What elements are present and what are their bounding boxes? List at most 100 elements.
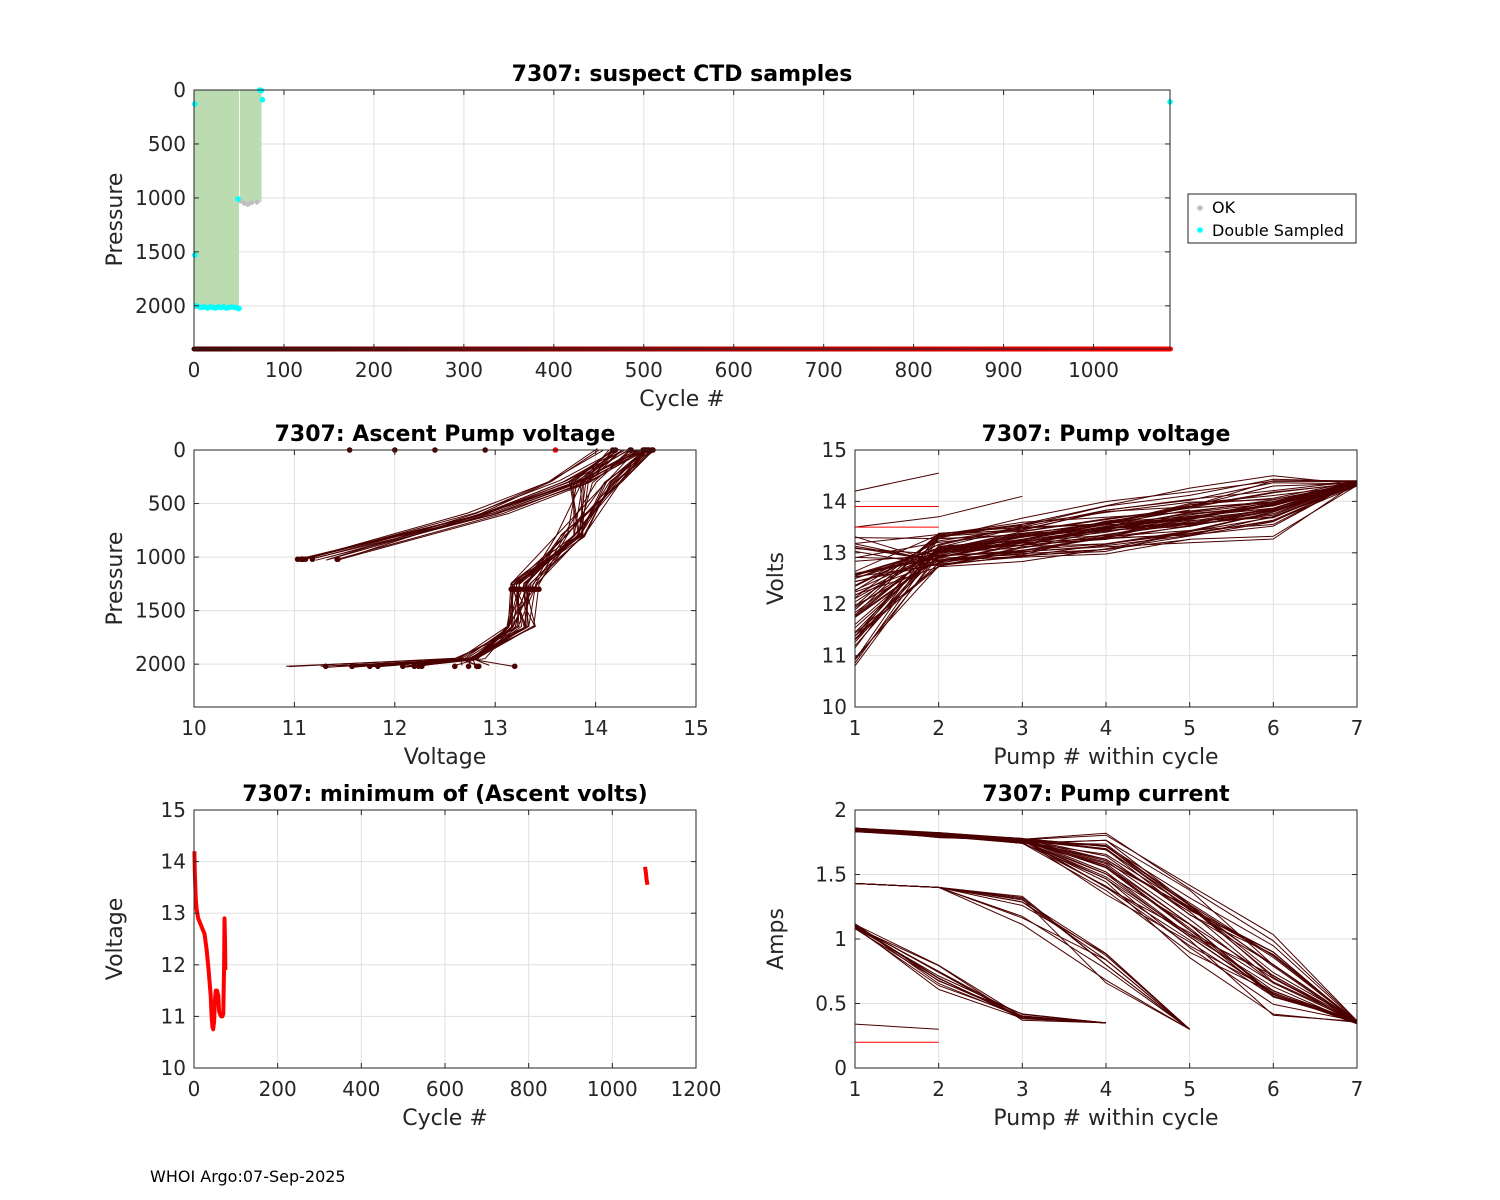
pumpv-line — [854, 484, 1358, 618]
minv-ytick-label: 14 — [161, 850, 186, 874]
minv-xtick-label: 400 — [342, 1077, 380, 1101]
ascent-ytick-label: 2000 — [135, 652, 186, 676]
pumpv-ytick-label: 15 — [822, 438, 847, 462]
ascent-plot-area — [194, 450, 696, 707]
minv-xtick-label: 1000 — [587, 1077, 638, 1101]
suspect-xtick-label: 1000 — [1068, 358, 1119, 382]
pumpv-line-short-2 — [854, 495, 1023, 528]
pumpc-line-typical — [854, 830, 1358, 1024]
pumpv-ytick-label: 11 — [822, 644, 847, 668]
suspect-ok-profiles — [194, 90, 262, 310]
ascent-point — [476, 663, 482, 670]
ascent-ytick-label: 0 — [173, 438, 186, 462]
pumpc-xlabel: Pump # within cycle — [993, 1106, 1218, 1131]
pumpv-series — [854, 472, 1358, 667]
pumpv-line-low-start — [854, 480, 1357, 667]
ascent-point — [465, 663, 472, 670]
pumpv-line — [854, 556, 1023, 561]
ascent-shallow-profile — [343, 448, 645, 559]
minv-xtick-label: 600 — [426, 1077, 464, 1101]
suspect-ytick-label: 2000 — [135, 294, 186, 318]
suspect-xtick-label: 700 — [805, 358, 843, 382]
ascent-deep-profile — [352, 448, 646, 667]
pumpc-ytick-label: 2 — [834, 798, 847, 822]
pumpv-title: 7307: Pump voltage — [982, 422, 1231, 447]
ascent-xlabel: Voltage — [404, 745, 487, 770]
ascent-xtick-label: 13 — [482, 716, 507, 740]
minv-ytick-label: 10 — [161, 1056, 186, 1080]
legend-double-label: Double Sampled — [1212, 221, 1344, 240]
suspect-double-point — [192, 252, 198, 258]
legend-ok-label: OK — [1212, 198, 1236, 217]
pumpv-ytick-label: 12 — [822, 592, 847, 616]
ascent-profiles — [286, 447, 656, 670]
pumpv-line — [854, 484, 1358, 574]
suspect-xtick-label: 400 — [535, 358, 573, 382]
minv-xtick-label: 1200 — [671, 1077, 722, 1101]
ascent-xtick-label: 10 — [181, 716, 206, 740]
suspect-axes-box — [193, 89, 1171, 350]
suspect-xtick-label: 300 — [445, 358, 483, 382]
footer-credit: WHOI Argo:07-Sep-2025 — [150, 1167, 346, 1186]
suspect-xlabel: Cycle # — [639, 387, 725, 412]
pumpc-line — [854, 926, 1107, 1024]
suspect-title: 7307: suspect CTD samples — [512, 62, 853, 87]
minv-ylabel: Voltage — [103, 898, 128, 981]
pumpv-line-typical — [854, 482, 1358, 579]
pumpv-line — [854, 481, 1358, 578]
pumpv-ytick-label: 14 — [822, 489, 847, 513]
pumpv-line — [854, 483, 1358, 572]
minv-xtick-label: 800 — [510, 1077, 548, 1101]
minv-xtick-label: 0 — [188, 1077, 201, 1101]
ascent-point — [415, 663, 422, 670]
suspect-ytick-label: 0 — [173, 78, 186, 102]
ascent-ytick-label: 1000 — [135, 545, 186, 569]
pumpv-line — [854, 484, 1358, 576]
ascent-point — [513, 586, 520, 593]
suspect-ylabel: Pressure — [103, 173, 128, 267]
minv-ytick-label: 15 — [161, 798, 186, 822]
ascent-point — [349, 663, 356, 670]
ascent-shallow-profile — [305, 450, 616, 560]
pumpv-line — [854, 475, 1358, 649]
suspect-xtick-label: 600 — [715, 358, 753, 382]
ascent-shallow-profile — [301, 449, 604, 561]
minv-xtick-label: 200 — [259, 1077, 297, 1101]
pumpv-line — [854, 482, 1358, 616]
suspect-double-point — [258, 87, 265, 94]
pumpv-ylabel: Volts — [764, 552, 789, 605]
suspect-double-point — [235, 196, 241, 202]
suspect-xtick-label: 800 — [895, 358, 933, 382]
ascent-point — [530, 586, 537, 593]
pumpc-line — [854, 923, 1107, 1024]
ascent-deep-profile — [320, 449, 610, 667]
pumpc-xtick-label: 1 — [849, 1077, 862, 1101]
ascent-point — [452, 663, 458, 670]
pumpc-line — [854, 829, 1358, 1023]
pumpv-xtick-label: 5 — [1183, 716, 1196, 740]
pumpv-xtick-label: 7 — [1351, 716, 1364, 740]
minv-xlabel: Cycle # — [402, 1106, 488, 1131]
pumpc-xtick-label: 4 — [1100, 1077, 1113, 1101]
minv-line-early — [192, 851, 228, 1032]
pumpc-line — [854, 926, 1107, 1024]
ascent-point — [520, 586, 527, 593]
suspect-ytick-label: 500 — [148, 132, 186, 156]
pumpv-ytick-label: 10 — [822, 695, 847, 719]
pumpc-title: 7307: Pump current — [982, 782, 1230, 807]
ascent-xtick-label: 12 — [382, 716, 407, 740]
pumpc-line — [854, 831, 1358, 1023]
ascent-shallow-profile — [297, 449, 630, 562]
pumpc-xtick-label: 7 — [1351, 1077, 1364, 1101]
pumpv-xtick-label: 4 — [1100, 716, 1113, 740]
pumpv-line — [854, 480, 1358, 614]
minv-ytick-label: 12 — [161, 953, 186, 977]
suspect-ytick-label: 1000 — [135, 186, 186, 210]
suspect-ok-point — [254, 199, 260, 205]
pumpc-ytick-label: 0 — [834, 1056, 847, 1080]
pumpc-line — [854, 831, 1358, 1023]
ascent-title: 7307: Ascent Pump voltage — [275, 422, 616, 447]
pumpv-line — [854, 517, 1190, 540]
suspect-plot-area — [194, 90, 1170, 349]
